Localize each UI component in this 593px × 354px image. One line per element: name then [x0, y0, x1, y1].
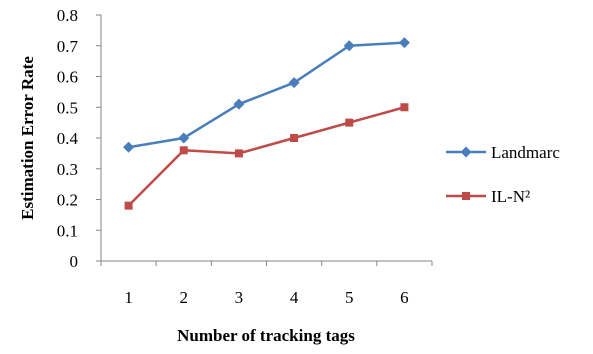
data-point	[398, 37, 410, 49]
y-tick-label: 0.5	[57, 98, 78, 117]
x-axis-title: Number of tracking tags	[177, 326, 355, 345]
data-point	[178, 132, 190, 144]
legend-label: IL-N²	[491, 187, 530, 206]
y-tick-label: 0.1	[57, 221, 78, 240]
y-axis-title: Estimation Error Rate	[18, 56, 37, 220]
data-point	[179, 146, 188, 155]
series-line	[128, 41, 405, 149]
y-tick-label: 0	[70, 252, 79, 271]
y-tick-label: 0.8	[57, 6, 78, 25]
data-point	[288, 77, 300, 89]
series-layer	[123, 37, 410, 210]
y-tick-label: 0.6	[57, 68, 78, 87]
data-point	[123, 141, 135, 153]
data-point	[345, 118, 354, 127]
legend-marker	[462, 192, 470, 200]
y-tick-label: 0.2	[57, 191, 78, 210]
x-tick-label: 2	[180, 288, 189, 307]
x-tick-label: 6	[400, 288, 409, 307]
legend-item: Landmarc	[446, 143, 560, 162]
legend-marker	[460, 146, 472, 158]
series-2	[124, 103, 409, 210]
y-tick-label: 0.7	[57, 37, 79, 56]
x-tick-label: 1	[124, 288, 133, 307]
series-1	[123, 37, 410, 153]
x-tick-label: 3	[235, 288, 244, 307]
legend: Landmarc IL-N²	[446, 143, 560, 206]
data-point	[234, 149, 243, 158]
x-tick-label: 4	[290, 288, 299, 307]
y-axis: 0 0.1 0.2 0.3 0.4 0.5 0.6 0.7 0.8	[57, 6, 102, 271]
data-point	[343, 40, 355, 52]
data-point	[233, 98, 245, 110]
data-point	[400, 103, 409, 112]
x-tick-label: 5	[345, 288, 354, 307]
x-axis: 1 2 3 4 5 6	[100, 260, 433, 307]
data-point	[290, 134, 299, 142]
legend-item: IL-N²	[446, 187, 530, 206]
legend-label: Landmarc	[491, 143, 560, 162]
series-line	[127, 106, 405, 207]
y-tick-label: 0.3	[57, 160, 78, 179]
data-point	[124, 201, 133, 210]
y-tick-label: 0.4	[57, 129, 79, 148]
